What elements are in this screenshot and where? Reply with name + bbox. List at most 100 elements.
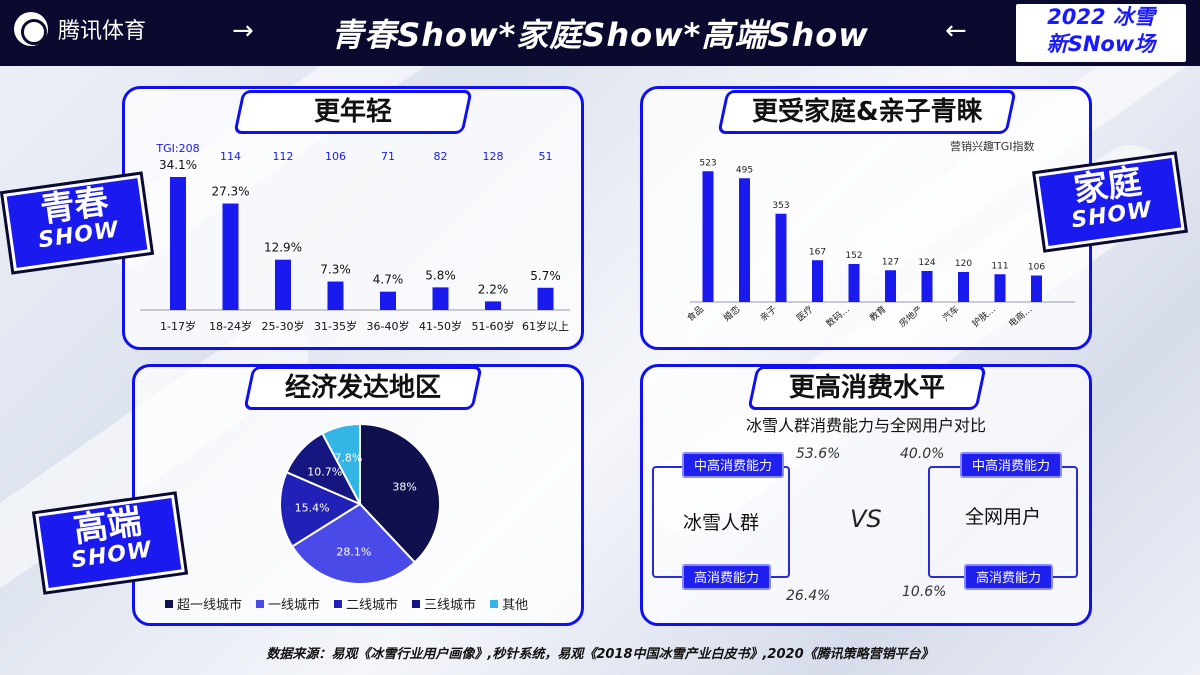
bar bbox=[432, 287, 449, 310]
slice-label: 38% bbox=[392, 480, 416, 493]
data-label: 111 bbox=[991, 261, 1008, 271]
data-label: 5.7% bbox=[530, 269, 561, 283]
tick-label: 25-30岁 bbox=[262, 319, 305, 333]
legend-label: 超一线城市 bbox=[177, 598, 243, 613]
tgi-label: 112 bbox=[273, 150, 294, 163]
bar bbox=[775, 213, 787, 302]
tick-label: 41-50岁 bbox=[419, 319, 462, 333]
data-label: 167 bbox=[809, 247, 826, 257]
snow-mid-high-pct: 53.6% bbox=[796, 446, 841, 462]
data-label: 4.7% bbox=[373, 273, 404, 287]
spending-subtitle: 冰雪人群消费能力与全网用户对比 bbox=[745, 416, 986, 435]
tick-label: 电商… bbox=[1006, 303, 1034, 330]
bar bbox=[812, 260, 823, 302]
data-label: 152 bbox=[845, 251, 862, 261]
data-label: 120 bbox=[955, 259, 972, 269]
legend-label: 一线城市 bbox=[268, 598, 321, 613]
data-label: 7.3% bbox=[320, 263, 351, 277]
tick-label: 31-35岁 bbox=[314, 319, 357, 333]
bar bbox=[885, 270, 896, 302]
data-label: 106 bbox=[1028, 263, 1045, 273]
data-label: 12.9% bbox=[264, 241, 302, 255]
arrow-right-icon: → bbox=[232, 16, 254, 46]
data-label: 495 bbox=[736, 165, 753, 175]
tgi-label: 51 bbox=[539, 150, 553, 163]
legend-label: 其他 bbox=[502, 598, 529, 613]
panel-family-title: 更受家庭&亲子青睐 bbox=[717, 90, 1017, 134]
all-mid-high-pct: 40.0% bbox=[900, 446, 945, 462]
tgi-note: 营销兴趣TGI指数 bbox=[950, 140, 1035, 153]
tick-label: 食品 bbox=[684, 303, 706, 324]
tick-label: 36-40岁 bbox=[367, 319, 410, 333]
tgi-label: 128 bbox=[483, 150, 504, 163]
tgi-bar-chart: 523 食品 495 婚恋 353 亲子 167 医疗 152 数码… 127 教育 124 房地产 120… bbox=[684, 158, 1075, 330]
source-footer: 数据来源：易观《冰雪行业用户画像》,秒针系统，易观《2018中国冰雪产业白皮书》… bbox=[266, 647, 934, 662]
brand: 腾讯体育 bbox=[14, 12, 146, 46]
data-label: 2.2% bbox=[478, 282, 509, 296]
panel-spending-title: 更高消费水平 bbox=[747, 366, 987, 410]
legend-swatch bbox=[256, 599, 265, 608]
data-label: 127 bbox=[882, 257, 899, 267]
vs-label: VS bbox=[850, 505, 882, 533]
headline: 青春Show*家庭Show*高端Show bbox=[331, 16, 869, 54]
legend-label: 二线城市 bbox=[346, 598, 399, 613]
data-label: 353 bbox=[772, 201, 789, 211]
tick-label: 数码… bbox=[824, 303, 852, 330]
tick-label: 亲子 bbox=[757, 303, 779, 324]
tgi-label: 114 bbox=[220, 150, 241, 163]
tgi-label: TGI:208 bbox=[155, 142, 199, 155]
legend-item: 三线城市 bbox=[412, 594, 476, 613]
legend-item: 二线城市 bbox=[334, 594, 398, 613]
tick-label: 1-17岁 bbox=[160, 319, 196, 333]
tgi-label: 71 bbox=[381, 150, 395, 163]
bar bbox=[1031, 275, 1042, 302]
tick-label: 61岁以上 bbox=[522, 319, 569, 333]
slice-label: 28.1% bbox=[336, 546, 371, 559]
snow-high-pct: 26.4% bbox=[786, 588, 831, 604]
legend-swatch bbox=[165, 599, 173, 608]
bar bbox=[994, 274, 1006, 302]
bar bbox=[702, 171, 714, 302]
panel-younger-title: 更年轻 bbox=[233, 90, 473, 134]
data-label: 5.8% bbox=[425, 268, 456, 282]
bar bbox=[275, 259, 291, 310]
tick-label: 汽车 bbox=[940, 303, 962, 324]
slice-label: 7.8% bbox=[334, 451, 362, 464]
bar bbox=[848, 264, 860, 302]
region-pie-chart: 38% 28.1% 15.4% 10.7%7.8% bbox=[279, 422, 441, 585]
tick-label: 婚恋 bbox=[721, 303, 743, 324]
legend-item: 超一线城市 bbox=[165, 594, 242, 613]
tick-label: 51-60岁 bbox=[472, 319, 515, 333]
pie-slice bbox=[320, 422, 361, 505]
bar bbox=[537, 287, 554, 310]
event-line1: 2022 冰雪 bbox=[1047, 5, 1155, 29]
all-high-tag: 高消费能力 bbox=[964, 564, 1054, 590]
tick-label: 护肤… bbox=[970, 303, 998, 330]
pie-slice bbox=[290, 502, 417, 585]
legend-label: 三线城市 bbox=[424, 598, 477, 613]
tick-label: 医疗 bbox=[794, 303, 816, 324]
event-badge: 2022 冰雪 新SNow场 bbox=[1016, 4, 1186, 62]
pie-slice bbox=[279, 470, 363, 548]
slice-label: 15.4% bbox=[295, 502, 330, 515]
tick-label: 房地产 bbox=[897, 303, 925, 330]
brand-name: 腾讯体育 bbox=[58, 19, 147, 44]
pie-legend: 超一线城市 一线城市 二线城市 三线城市 其他 bbox=[165, 594, 528, 613]
legend-swatch bbox=[490, 599, 499, 608]
tick-label: 18-24岁 bbox=[209, 319, 252, 333]
all-users-name: 全网用户 bbox=[964, 506, 1041, 528]
bar bbox=[170, 177, 186, 310]
data-label: 523 bbox=[699, 158, 716, 168]
data-label: 27.3% bbox=[211, 185, 249, 199]
top-banner: 腾讯体育 → 青春Show*家庭Show*高端Show ← 2022 冰雪 新S… bbox=[0, 0, 1200, 66]
snow-mid-high-tag: 中高消费能力 bbox=[682, 452, 785, 478]
bar bbox=[958, 272, 969, 302]
age-bar-chart: 34.1% TGI:208 1-17岁 27.3% 114 18-24岁 12.9% 112 2… bbox=[140, 142, 570, 333]
legend-swatch bbox=[412, 599, 421, 608]
bar bbox=[380, 291, 396, 310]
bar bbox=[739, 178, 750, 302]
slice-label: 10.7% bbox=[307, 465, 342, 478]
bar bbox=[921, 271, 933, 302]
bar bbox=[485, 301, 501, 310]
